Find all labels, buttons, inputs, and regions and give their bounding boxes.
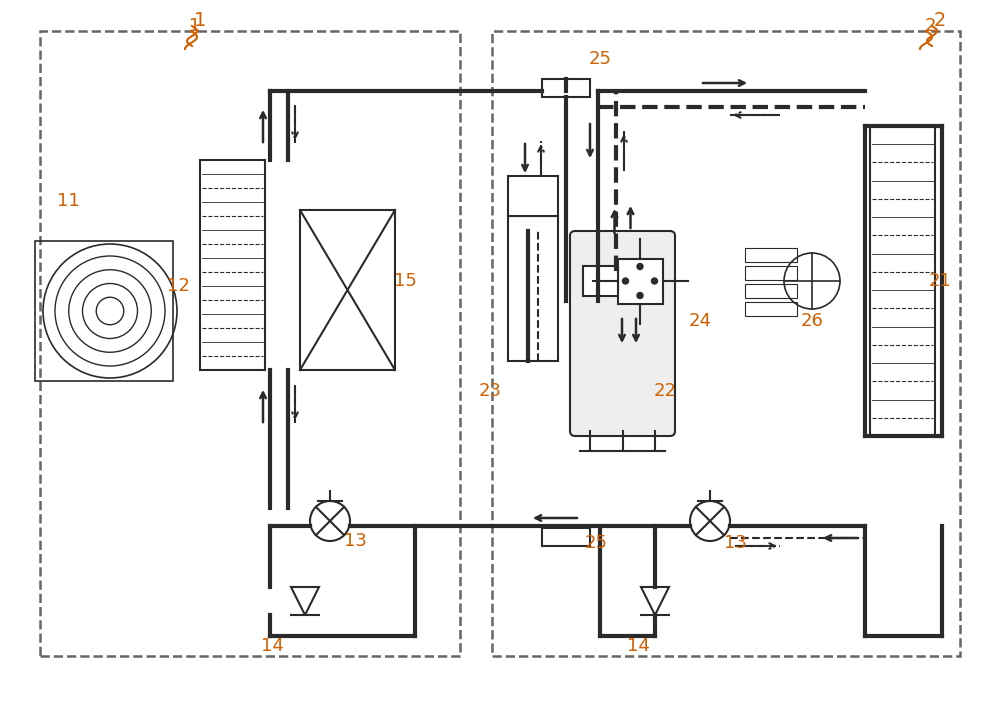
Text: 25: 25 (588, 50, 612, 68)
Bar (542, 79, 590, 97)
Text: 26: 26 (801, 312, 823, 330)
Text: 2: 2 (934, 11, 946, 31)
Bar (745, 284, 797, 298)
Circle shape (622, 278, 629, 284)
Text: 14: 14 (627, 637, 649, 655)
Text: 15: 15 (394, 272, 416, 290)
Bar (542, 528, 590, 546)
Text: 13: 13 (724, 534, 746, 552)
Circle shape (637, 292, 643, 299)
Text: 12: 12 (167, 277, 189, 295)
Text: 25: 25 (584, 534, 608, 552)
Bar (745, 302, 797, 316)
Text: 1: 1 (189, 17, 201, 35)
Text: 24: 24 (688, 312, 712, 330)
Bar (745, 266, 797, 280)
Bar (508, 176, 558, 216)
Text: 13: 13 (344, 532, 366, 550)
Bar (508, 216, 558, 361)
Bar (200, 160, 265, 370)
Text: 2: 2 (924, 17, 936, 35)
Bar (745, 248, 797, 262)
Text: 22: 22 (654, 382, 676, 400)
Bar (582, 266, 618, 296)
Bar (300, 210, 395, 370)
Circle shape (637, 264, 643, 269)
Text: 1: 1 (194, 11, 206, 31)
Bar (870, 126, 935, 436)
Circle shape (652, 278, 658, 284)
Text: 14: 14 (261, 637, 283, 655)
Text: 23: 23 (479, 382, 502, 400)
Text: 11: 11 (57, 192, 79, 210)
FancyBboxPatch shape (570, 231, 675, 436)
Bar (618, 259, 662, 304)
Text: 21: 21 (929, 272, 951, 290)
